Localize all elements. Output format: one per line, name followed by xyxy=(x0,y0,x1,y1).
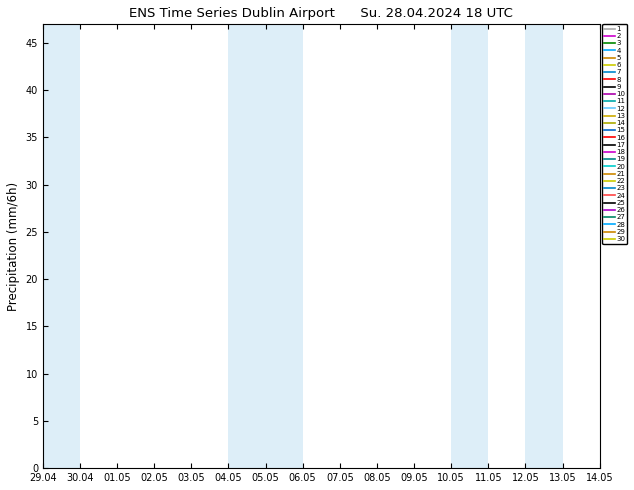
Legend: 1, 2, 3, 4, 5, 6, 7, 8, 9, 10, 11, 12, 13, 14, 15, 16, 17, 18, 19, 20, 21, 22, 2: 1, 2, 3, 4, 5, 6, 7, 8, 9, 10, 11, 12, 1… xyxy=(602,24,628,245)
Bar xyxy=(451,24,488,468)
Title: ENS Time Series Dublin Airport      Su. 28.04.2024 18 UTC: ENS Time Series Dublin Airport Su. 28.04… xyxy=(129,7,513,20)
Bar xyxy=(526,24,562,468)
Bar xyxy=(43,24,80,468)
Y-axis label: Precipitation (mm/6h): Precipitation (mm/6h) xyxy=(7,181,20,311)
Bar xyxy=(228,24,302,468)
